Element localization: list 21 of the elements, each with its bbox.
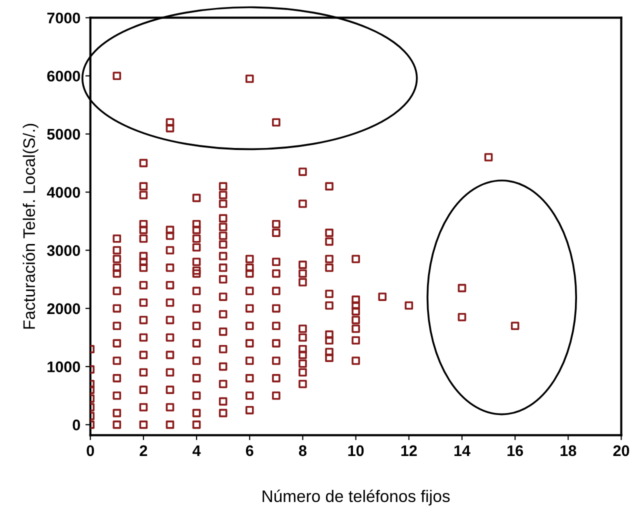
x-tick-label: 20: [613, 445, 630, 456]
y-tick-label: 0: [72, 420, 80, 430]
y-tick-label: 6000: [47, 70, 80, 82]
x-tick-label: 14: [454, 445, 470, 456]
y-tick-label: 1000: [48, 361, 80, 372]
x-tick-label: 4: [192, 445, 201, 456]
x-tick-label: 0: [86, 445, 94, 456]
x-tick-label: 8: [298, 445, 307, 456]
x-tick-label: 10: [348, 445, 364, 456]
y-axis-title: Facturación Telef. Local(S/.): [22, 124, 38, 329]
x-tick-label: 2: [140, 445, 148, 456]
x-tick-label: 12: [401, 445, 417, 456]
x-axis-title: Número de teléfonos fijos: [262, 490, 450, 506]
y-tick-label: 2000: [47, 303, 80, 314]
y-tick-label: 3000: [47, 245, 80, 256]
x-tick-label: 18: [560, 445, 576, 456]
y-tick-label: 7000: [47, 12, 80, 24]
y-tick-label: 5000: [47, 128, 80, 140]
x-tick-label: 6: [246, 445, 254, 456]
y-tick-label: 4000: [46, 187, 80, 198]
x-tick-label: 16: [508, 445, 524, 456]
